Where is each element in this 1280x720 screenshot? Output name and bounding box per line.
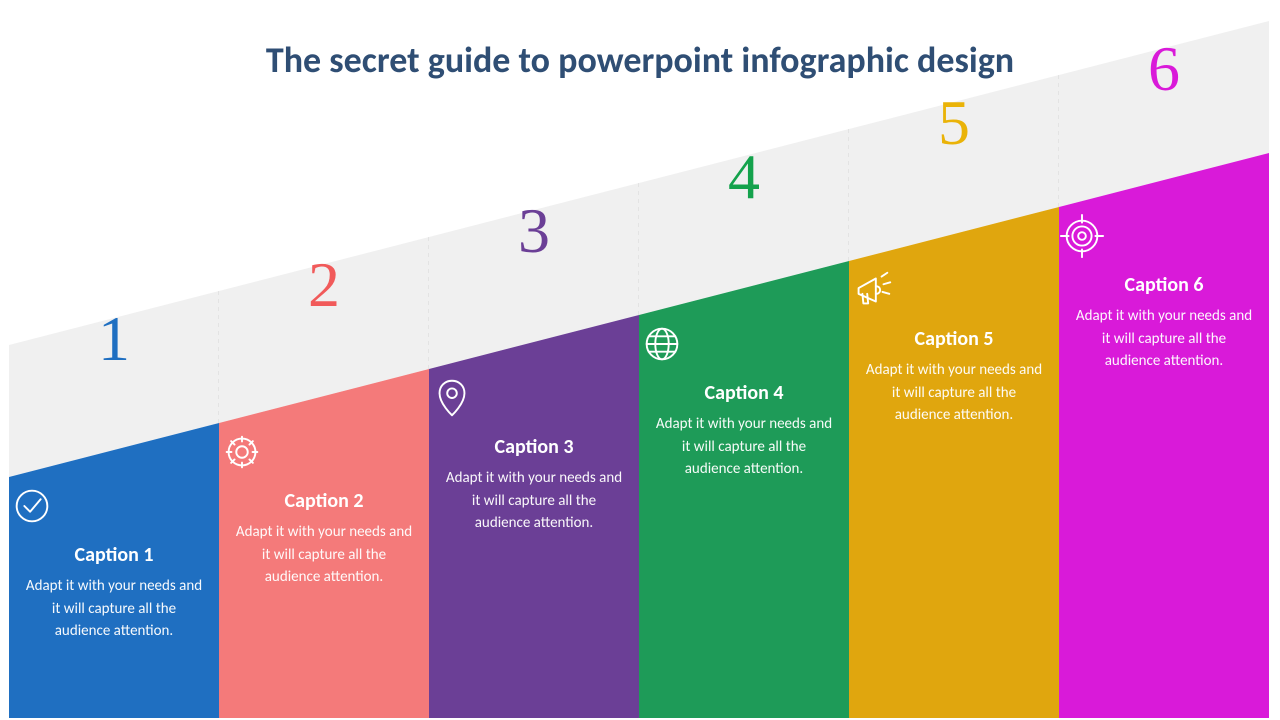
step-number-1: 1 [9,302,219,376]
megaphone-icon [849,267,1059,313]
step-number-2: 2 [219,248,429,322]
step-caption: Caption 6 [1059,273,1269,297]
step-3: Caption 3 Adapt it with your needs and i… [429,375,639,535]
step-1: Caption 1 Adapt it with your needs and i… [9,483,219,643]
step-body: Adapt it with your needs and it will cap… [9,575,219,643]
step-caption: Caption 4 [639,381,849,405]
slide-canvas: The secret guide to powerpoint infograph… [0,0,1280,720]
step-4: Caption 4 Adapt it with your needs and i… [639,321,849,481]
step-body: Adapt it with your needs and it will cap… [639,413,849,481]
target-icon [1059,213,1269,259]
step-6: Caption 6 Adapt it with your needs and i… [1059,213,1269,373]
step-body: Adapt it with your needs and it will cap… [849,359,1059,427]
step-number-5: 5 [849,86,1059,160]
step-number-6: 6 [1059,32,1269,106]
step-body: Adapt it with your needs and it will cap… [219,521,429,589]
step-5: Caption 5 Adapt it with your needs and i… [849,267,1059,427]
step-number-4: 4 [639,140,849,214]
map-pin-icon [429,375,639,421]
step-caption: Caption 1 [9,543,219,567]
step-body: Adapt it with your needs and it will cap… [1059,305,1269,373]
step-caption: Caption 2 [219,489,429,513]
step-body: Adapt it with your needs and it will cap… [429,467,639,535]
globe-icon [639,321,849,367]
check-circle-icon [9,483,219,529]
gear-icon [219,429,429,475]
step-caption: Caption 5 [849,327,1059,351]
step-2: Caption 2 Adapt it with your needs and i… [219,429,429,589]
step-caption: Caption 3 [429,435,639,459]
step-number-3: 3 [429,194,639,268]
